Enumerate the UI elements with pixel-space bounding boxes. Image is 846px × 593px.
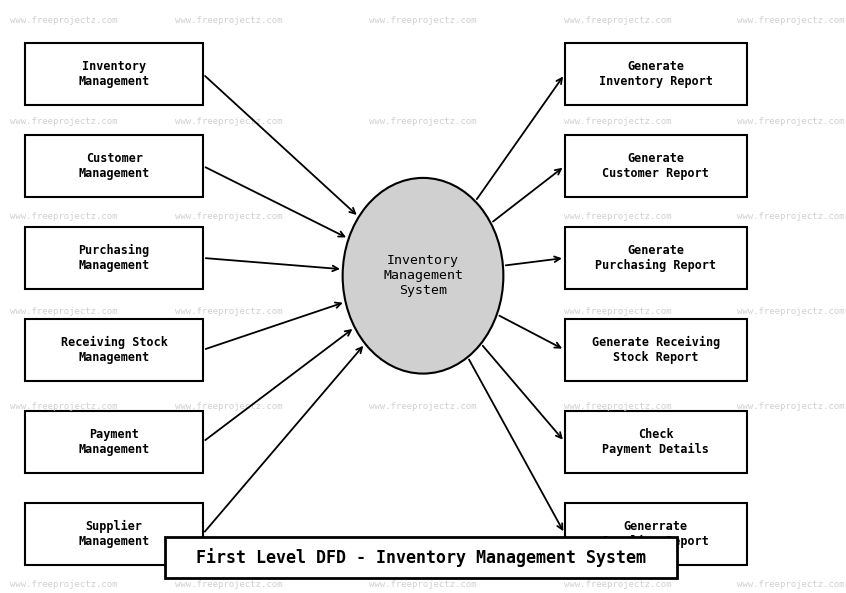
- FancyBboxPatch shape: [564, 135, 746, 197]
- Text: Payment
Management: Payment Management: [79, 428, 150, 456]
- Text: www.freeprojectz.com: www.freeprojectz.com: [737, 16, 845, 25]
- Text: www.freeprojectz.com: www.freeprojectz.com: [563, 16, 672, 25]
- Text: Receiving Stock
Management: Receiving Stock Management: [61, 336, 168, 364]
- FancyBboxPatch shape: [165, 537, 677, 578]
- Text: www.freeprojectz.com: www.freeprojectz.com: [9, 307, 118, 316]
- Text: www.freeprojectz.com: www.freeprojectz.com: [563, 579, 672, 589]
- FancyBboxPatch shape: [25, 135, 203, 197]
- Text: www.freeprojectz.com: www.freeprojectz.com: [737, 401, 845, 411]
- Ellipse shape: [343, 178, 503, 374]
- FancyBboxPatch shape: [564, 319, 746, 381]
- Text: Generate
Customer Report: Generate Customer Report: [602, 152, 709, 180]
- Text: Customer
Management: Customer Management: [79, 152, 150, 180]
- Text: www.freeprojectz.com: www.freeprojectz.com: [174, 212, 283, 221]
- Text: www.freeprojectz.com: www.freeprojectz.com: [369, 579, 477, 589]
- Text: www.freeprojectz.com: www.freeprojectz.com: [174, 579, 283, 589]
- Text: www.freeprojectz.com: www.freeprojectz.com: [563, 401, 672, 411]
- Text: Inventory
Management: Inventory Management: [79, 60, 150, 88]
- Text: www.freeprojectz.com: www.freeprojectz.com: [369, 16, 477, 25]
- Text: www.freeprojectz.com: www.freeprojectz.com: [737, 579, 845, 589]
- Text: www.freeprojectz.com: www.freeprojectz.com: [369, 212, 477, 221]
- Text: www.freeprojectz.com: www.freeprojectz.com: [9, 401, 118, 411]
- Text: Generrate
Supplier Report: Generrate Supplier Report: [602, 519, 709, 548]
- FancyBboxPatch shape: [564, 43, 746, 106]
- Text: Purchasing
Management: Purchasing Management: [79, 244, 150, 272]
- Text: www.freeprojectz.com: www.freeprojectz.com: [563, 117, 672, 126]
- FancyBboxPatch shape: [564, 503, 746, 565]
- Text: www.freeprojectz.com: www.freeprojectz.com: [9, 16, 118, 25]
- FancyBboxPatch shape: [564, 227, 746, 289]
- Text: Generate
Inventory Report: Generate Inventory Report: [599, 60, 712, 88]
- Text: Inventory
Management
System: Inventory Management System: [383, 254, 463, 297]
- Text: www.freeprojectz.com: www.freeprojectz.com: [369, 307, 477, 316]
- FancyBboxPatch shape: [25, 503, 203, 565]
- Text: www.freeprojectz.com: www.freeprojectz.com: [737, 307, 845, 316]
- Text: www.freeprojectz.com: www.freeprojectz.com: [174, 401, 283, 411]
- Text: www.freeprojectz.com: www.freeprojectz.com: [9, 579, 118, 589]
- Text: Supplier
Management: Supplier Management: [79, 519, 150, 548]
- FancyBboxPatch shape: [25, 410, 203, 473]
- Text: www.freeprojectz.com: www.freeprojectz.com: [737, 117, 845, 126]
- Text: www.freeprojectz.com: www.freeprojectz.com: [563, 212, 672, 221]
- Text: www.freeprojectz.com: www.freeprojectz.com: [9, 212, 118, 221]
- Text: First Level DFD - Inventory Management System: First Level DFD - Inventory Management S…: [196, 548, 645, 567]
- FancyBboxPatch shape: [25, 43, 203, 106]
- Text: Generate
Purchasing Report: Generate Purchasing Report: [595, 244, 717, 272]
- Text: www.freeprojectz.com: www.freeprojectz.com: [174, 117, 283, 126]
- Text: Generate Receiving
Stock Report: Generate Receiving Stock Report: [591, 336, 720, 364]
- Text: www.freeprojectz.com: www.freeprojectz.com: [369, 401, 477, 411]
- FancyBboxPatch shape: [25, 227, 203, 289]
- Text: www.freeprojectz.com: www.freeprojectz.com: [174, 307, 283, 316]
- Text: www.freeprojectz.com: www.freeprojectz.com: [174, 16, 283, 25]
- Text: www.freeprojectz.com: www.freeprojectz.com: [563, 307, 672, 316]
- Text: www.freeprojectz.com: www.freeprojectz.com: [9, 117, 118, 126]
- Text: www.freeprojectz.com: www.freeprojectz.com: [737, 212, 845, 221]
- FancyBboxPatch shape: [564, 410, 746, 473]
- FancyBboxPatch shape: [25, 319, 203, 381]
- Text: www.freeprojectz.com: www.freeprojectz.com: [369, 117, 477, 126]
- Text: Check
Payment Details: Check Payment Details: [602, 428, 709, 456]
